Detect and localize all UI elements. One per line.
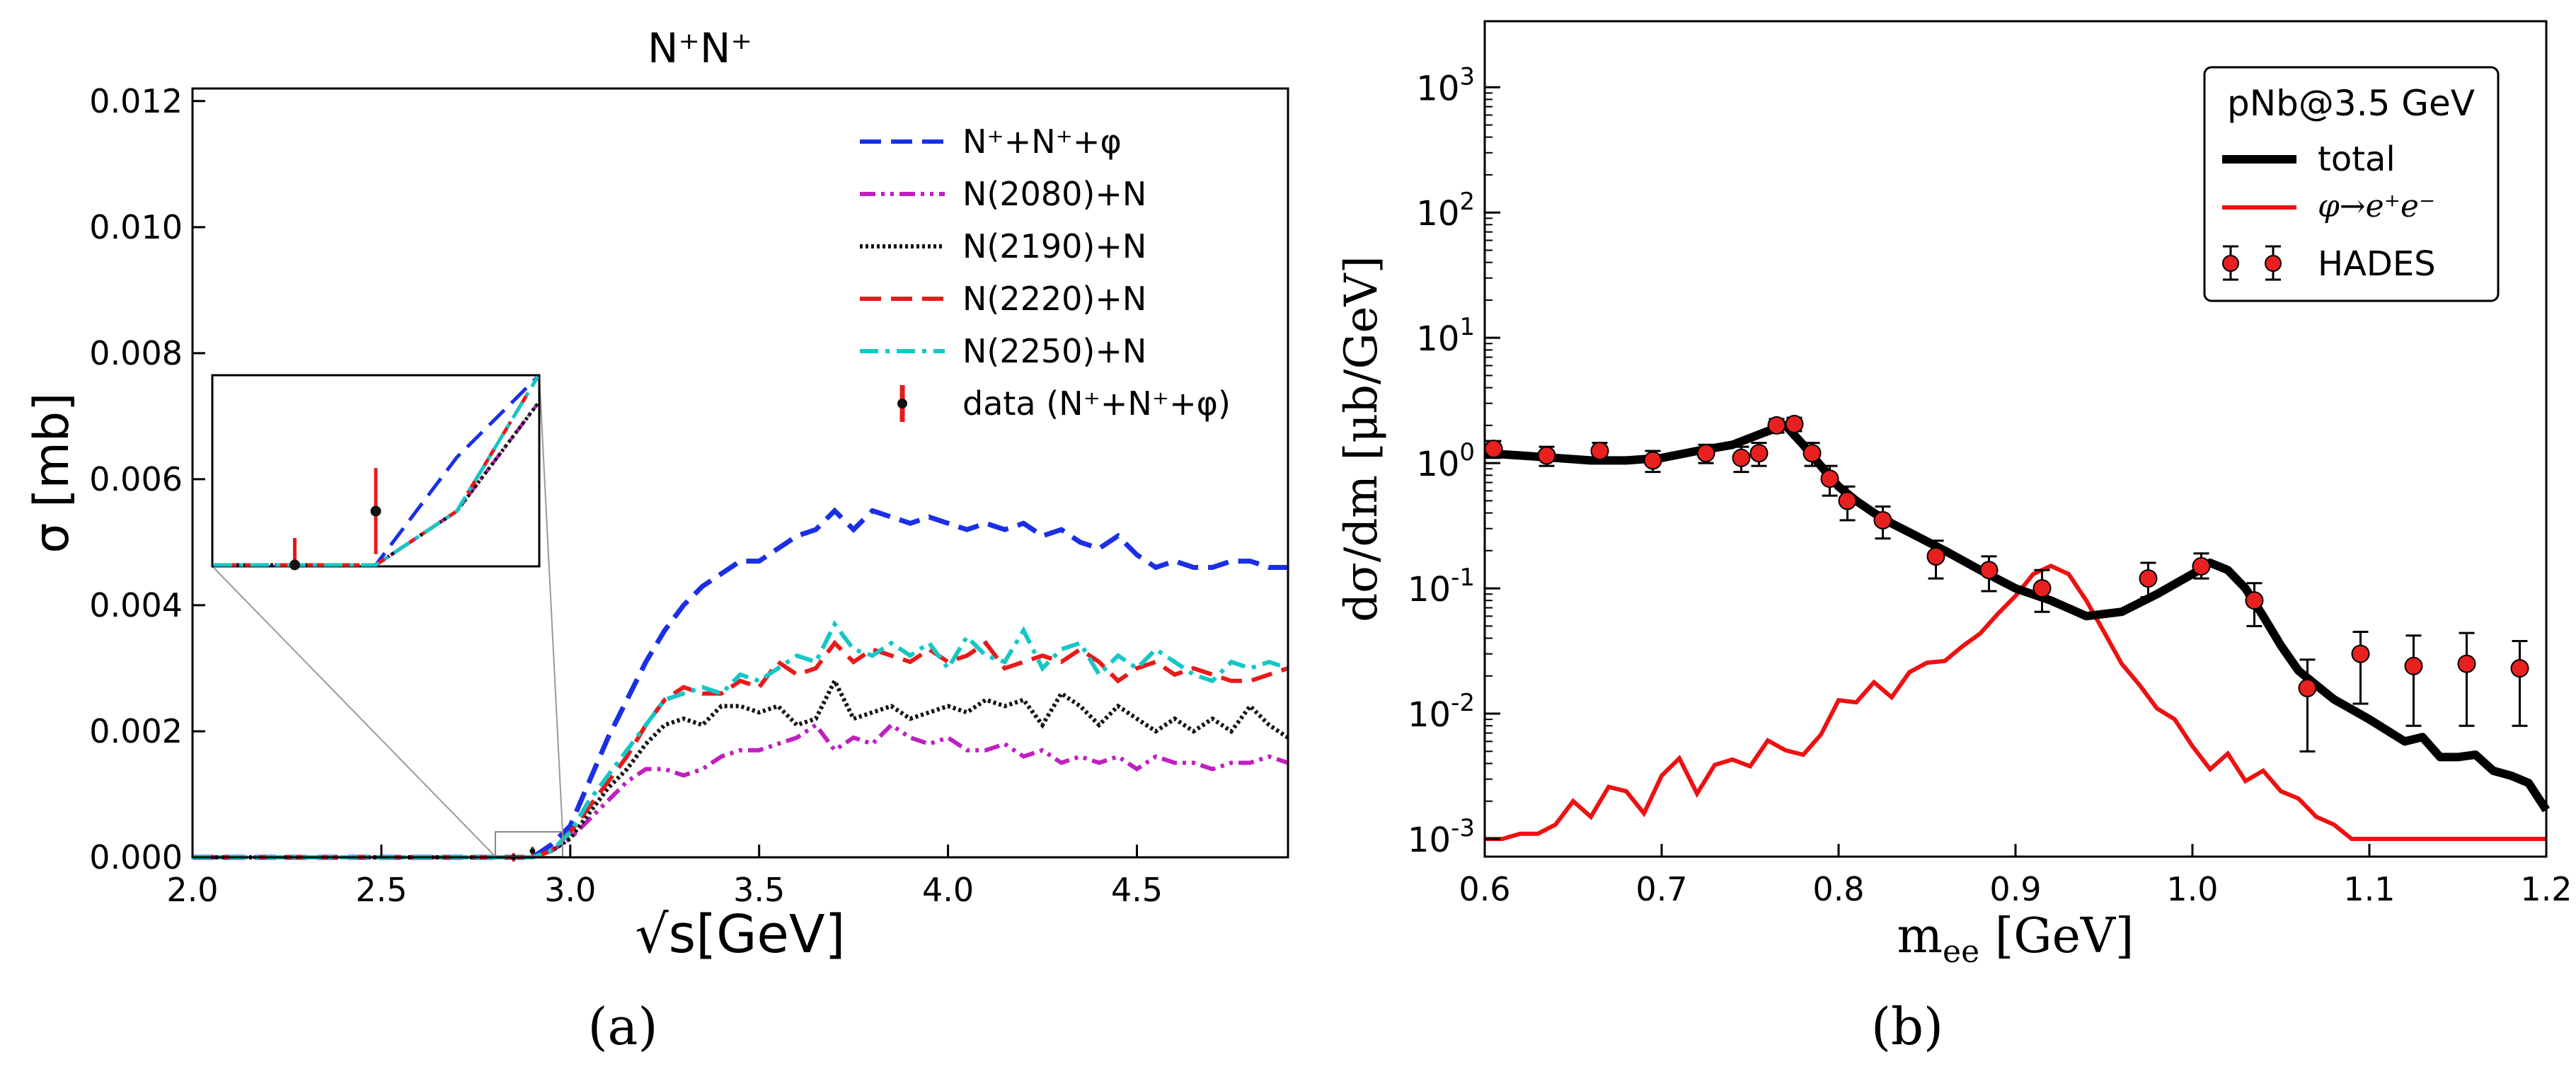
panel-b-x-ticks: 0.6 0.7 0.8 0.9 1.0 1.1 1.2 bbox=[1459, 844, 2572, 908]
panel-b: 0.6 0.7 0.8 0.9 1.0 1.1 1.2 10-3 10-2 10-1 100 101… bbox=[1335, 20, 2572, 1056]
panel-b-x-axis-label: mee [GeV] bbox=[1897, 908, 2134, 970]
panel-a-series-lines bbox=[192, 507, 1289, 860]
legend-label-data: data (N⁺+N⁺+φ) bbox=[962, 384, 1231, 423]
hades-point bbox=[1749, 444, 1769, 463]
x-tick-label: 3.0 bbox=[544, 871, 596, 909]
panel-b-data-points bbox=[1484, 414, 2529, 753]
hades-point bbox=[1979, 561, 1999, 580]
panel-a-x-axis-label: √s[GeV] bbox=[636, 904, 846, 965]
legend-label-total: total bbox=[2318, 139, 2396, 179]
hades-point bbox=[1484, 439, 1503, 458]
hades-point bbox=[2245, 591, 2264, 610]
legend-swatch-hades bbox=[2222, 245, 2282, 281]
panel-b-y-ticks: 10-3 10-2 10-1 100 101 102 103 bbox=[1408, 62, 1500, 860]
series-line-total bbox=[1484, 421, 2551, 813]
panel-a-title: N⁺N⁺ bbox=[648, 24, 752, 72]
x-tick-label: 0.9 bbox=[1989, 870, 2041, 908]
panel-a-inset bbox=[211, 374, 541, 571]
legend-label-2: N(2190)+N bbox=[962, 227, 1146, 265]
inset-data-points bbox=[289, 468, 381, 571]
zoom-connector-left bbox=[212, 566, 496, 857]
panel-a-plot-frame bbox=[191, 87, 1289, 859]
hades-point bbox=[1767, 416, 1786, 435]
hades-point bbox=[1820, 469, 1839, 488]
series-line-phi bbox=[1485, 564, 2546, 841]
x-tick-label: 1.2 bbox=[2520, 870, 2572, 908]
legend-label-0: N⁺+N⁺+φ bbox=[962, 122, 1122, 161]
x-tick-label: 0.7 bbox=[1635, 870, 1687, 908]
data-point bbox=[529, 848, 536, 854]
x-tick-label: 0.8 bbox=[1812, 870, 1864, 908]
hades-point bbox=[2192, 556, 2211, 576]
y-tick-label: 10-1 bbox=[1408, 564, 1475, 610]
panel-b-y-axis-label: dσ/dm [μb/GeV] bbox=[1335, 256, 1388, 622]
hades-point bbox=[1590, 441, 1609, 460]
y-tick-label: 0.004 bbox=[89, 586, 183, 624]
panel-a: N⁺N⁺ 2.0 2.5 3.0 3.5 4.0 4.5 0.0000.0020.0040… bbox=[24, 24, 1289, 1056]
hades-point bbox=[1873, 510, 1892, 530]
hades-point bbox=[1643, 451, 1662, 470]
hades-point bbox=[1926, 547, 1945, 566]
y-tick-label: 103 bbox=[1416, 62, 1475, 108]
legend-label-phi: φ→e⁺e⁻ bbox=[2318, 188, 2435, 224]
hades-point bbox=[2298, 678, 2317, 697]
zoom-connector-right bbox=[539, 375, 563, 833]
hades-point bbox=[1537, 446, 1556, 465]
y-tick-label: 0.010 bbox=[89, 208, 183, 246]
hades-point bbox=[2457, 654, 2476, 673]
series-line-4 bbox=[192, 619, 1289, 859]
hades-point bbox=[2351, 644, 2370, 663]
hades-point bbox=[2510, 659, 2529, 678]
hades-point bbox=[2032, 579, 2052, 598]
inset-data-point bbox=[289, 559, 300, 571]
x-tick-label: 0.6 bbox=[1459, 870, 1510, 908]
y-tick-label: 0.008 bbox=[89, 334, 183, 372]
y-tick-label: 102 bbox=[1416, 188, 1475, 234]
panel-a-x-ticks: 2.0 2.5 3.0 3.5 4.0 4.5 bbox=[166, 845, 1163, 909]
y-tick-label: 101 bbox=[1416, 313, 1475, 359]
hades-point bbox=[1802, 444, 1822, 463]
legend-title: pNb@3.5 GeV bbox=[2227, 83, 2475, 124]
panel-a-y-ticks: 0.000 0.002 0.004 0.006 0.008 0.010 0.012 bbox=[89, 82, 205, 876]
hades-point bbox=[1785, 414, 1804, 433]
hades-point bbox=[1696, 444, 1715, 463]
series-line-0 bbox=[192, 507, 1288, 860]
panel-b-caption: (b) bbox=[1871, 997, 1943, 1056]
legend-swatch-data-point bbox=[897, 399, 907, 408]
legend-label-3: N(2220)+N bbox=[962, 280, 1146, 318]
series-line-2 bbox=[192, 676, 1289, 859]
x-tick-label: 2.5 bbox=[355, 871, 407, 909]
y-tick-label: 10-2 bbox=[1408, 689, 1475, 735]
y-tick-label: 0.000 bbox=[89, 838, 183, 876]
legend-frame bbox=[2203, 66, 2500, 302]
series-line-3 bbox=[192, 639, 1289, 859]
x-tick-label: 3.5 bbox=[733, 871, 785, 909]
hades-point bbox=[2139, 569, 2158, 588]
panel-b-legend: pNb@3.5 GeV total φ→e⁺e⁻ HADES bbox=[2203, 66, 2500, 302]
x-tick-label: 4.0 bbox=[922, 871, 974, 909]
y-tick-label: 0.012 bbox=[89, 82, 183, 120]
panel-a-y-axis-label: σ [mb] bbox=[24, 392, 80, 553]
legend-label-1: N(2080)+N bbox=[962, 175, 1146, 213]
y-tick-label: 100 bbox=[1416, 438, 1475, 484]
y-tick-label: 10-3 bbox=[1408, 814, 1475, 860]
series-line-1 bbox=[192, 722, 1289, 859]
y-tick-label: 0.002 bbox=[89, 712, 183, 750]
x-tick-label: 1.1 bbox=[2343, 870, 2395, 908]
panel-b-series-lines bbox=[1484, 421, 2551, 841]
x-tick-label: 1.0 bbox=[2166, 870, 2218, 908]
y-tick-label: 0.006 bbox=[89, 460, 183, 498]
panel-a-legend: N⁺+N⁺+φ N(2080)+N N(2190)+N N(2220)+N N(2250… bbox=[860, 122, 1231, 423]
panel-a-caption: (a) bbox=[587, 997, 657, 1056]
legend-label-hades: HADES bbox=[2318, 244, 2436, 284]
inset-data-point bbox=[370, 505, 381, 517]
hades-point bbox=[2404, 656, 2423, 675]
x-tick-label: 2.0 bbox=[166, 871, 218, 909]
hades-point bbox=[1838, 491, 1857, 510]
hades-point bbox=[1732, 448, 1751, 467]
x-tick-label: 4.5 bbox=[1111, 871, 1163, 909]
legend-label-4: N(2250)+N bbox=[962, 332, 1146, 370]
